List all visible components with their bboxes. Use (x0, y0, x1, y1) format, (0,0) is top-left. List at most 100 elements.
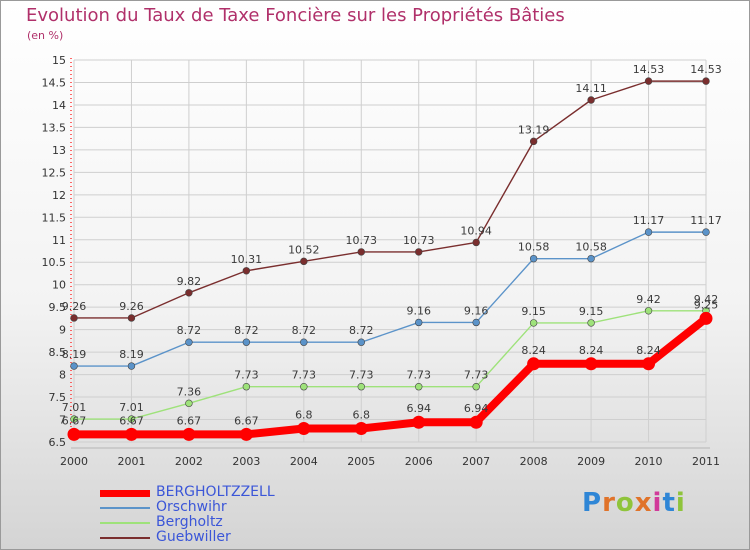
data-label: 10.52 (288, 243, 320, 256)
legend-swatch (100, 522, 150, 524)
series-line-orschwihr (73, 231, 707, 367)
data-label: 8.72 (234, 324, 259, 337)
x-tick-label: 2001 (117, 455, 145, 468)
data-label: 7.73 (406, 369, 431, 382)
x-tick-label: 2002 (175, 455, 203, 468)
brand-logo: Proxiti (582, 488, 686, 518)
data-point (300, 383, 308, 391)
data-point (67, 427, 81, 441)
y-tick-label: 8 (59, 369, 66, 382)
data-label: 6.67 (119, 414, 144, 427)
data-label: 7.73 (464, 369, 489, 382)
x-tick-label: 2000 (60, 455, 88, 468)
brand-letter: i (675, 488, 686, 518)
data-label: 14.53 (690, 63, 722, 76)
data-point (182, 427, 196, 441)
data-point (702, 228, 710, 236)
data-point (699, 311, 713, 325)
data-label: 7.73 (234, 369, 259, 382)
data-label: 6.94 (464, 402, 489, 415)
x-tick-label: 2011 (692, 455, 720, 468)
y-tick-label: 14 (52, 99, 66, 112)
y-tick-label: 9 (59, 324, 66, 337)
data-point (127, 314, 136, 322)
data-point (587, 96, 595, 104)
data-label: 8.24 (521, 344, 546, 357)
data-point (584, 357, 598, 371)
data-point (415, 318, 423, 327)
series-line-bergholtzzell (70, 314, 710, 439)
legend-label: Orschwihr (156, 499, 227, 515)
brand-letter: x (634, 488, 653, 518)
data-point (242, 267, 251, 275)
data-point (587, 319, 595, 327)
y-tick-label: 9.5 (49, 301, 67, 314)
data-label: 9.16 (406, 304, 431, 317)
y-tick-label: 12.5 (42, 166, 67, 179)
data-label: 13.19 (518, 123, 550, 136)
data-label: 11.17 (690, 214, 722, 227)
data-label: 7.73 (292, 369, 317, 382)
data-point (644, 228, 653, 236)
data-point (242, 383, 251, 391)
chart-title: Evolution du Taux de Taxe Foncière sur l… (26, 5, 565, 26)
data-label: 8.19 (119, 348, 144, 361)
legend-swatch (100, 507, 150, 509)
data-point (357, 338, 365, 346)
data-point (472, 383, 480, 391)
legend-label: Bergholtz (156, 514, 223, 530)
data-label: 14.11 (575, 82, 607, 95)
x-tick-label: 2007 (462, 455, 490, 468)
data-point (642, 357, 656, 371)
data-point (357, 248, 365, 256)
data-label: 9.16 (464, 304, 489, 317)
data-point (472, 238, 480, 247)
brand-letter: t (662, 488, 676, 518)
data-point (239, 427, 253, 441)
data-point (357, 383, 365, 391)
data-label: 6.94 (406, 402, 431, 415)
data-label: 7.01 (62, 401, 87, 414)
data-label: 6.67 (177, 414, 202, 427)
legend-swatch (100, 537, 150, 539)
data-point (70, 415, 78, 423)
series-line-bergholtz (73, 310, 707, 420)
data-point (127, 362, 136, 370)
y-tick-label: 7 (59, 414, 66, 427)
data-point (70, 314, 78, 322)
x-tick-label: 2009 (577, 455, 605, 468)
data-label: 6.67 (62, 414, 87, 427)
data-point (127, 415, 136, 423)
data-label: 9.25 (694, 298, 719, 311)
data-point (297, 422, 311, 436)
data-label: 9.26 (62, 300, 87, 313)
legend-label: Guebwiller (156, 529, 231, 545)
y-tick-label: 10.5 (42, 256, 67, 269)
y-tick-label: 13.5 (42, 121, 67, 134)
legend-swatch (100, 489, 150, 497)
data-point (415, 248, 423, 256)
data-point (644, 77, 653, 85)
y-tick-label: 12 (52, 189, 66, 202)
data-point (469, 415, 483, 429)
brand-letter: P (582, 488, 603, 518)
data-point (70, 362, 78, 370)
y-tick-label: 8.5 (49, 346, 67, 359)
data-point (124, 427, 138, 441)
y-tick-label: 10 (52, 279, 66, 292)
line-chart: 6.5 7 7.5 8 8.5 9 9.5 10 10.5 11 11.5 12 12.5 13 13.5 1… (42, 54, 722, 468)
data-point (529, 319, 538, 327)
y-tick-label: 13 (52, 144, 66, 157)
y-tick-label: 15 (52, 54, 66, 67)
data-label: 9.82 (177, 275, 202, 288)
data-label: 9.26 (119, 300, 144, 313)
data-point (587, 254, 595, 263)
data-point (242, 338, 251, 346)
data-label: 7.73 (349, 369, 374, 382)
data-point (300, 338, 308, 346)
y-tick-label: 14.5 (42, 76, 67, 89)
y-tick-label: 11.5 (42, 211, 67, 224)
data-label: 8.72 (349, 324, 374, 337)
y-tick-label: 11 (52, 234, 66, 247)
data-label: 10.58 (518, 241, 550, 254)
